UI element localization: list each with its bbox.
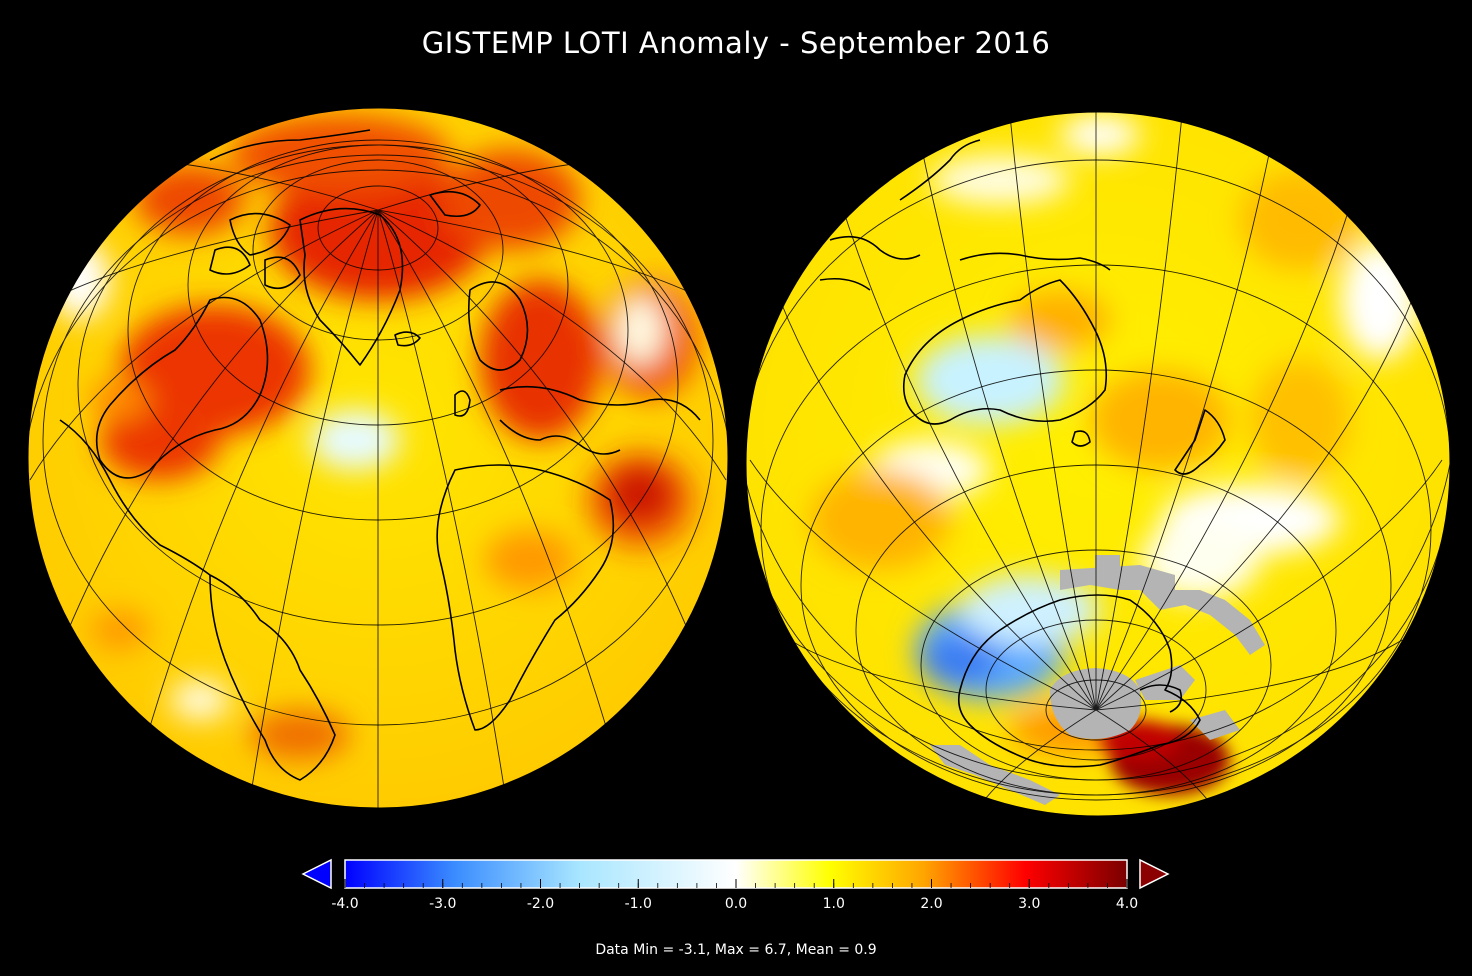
southern-hemisphere-globe (745, 111, 1451, 817)
colorbar-tick-label: -1.0 (625, 896, 652, 912)
page-title: GISTEMP LOTI Anomaly - September 2016 (421, 26, 1051, 60)
colorbar-tick-label: 0.0 (725, 896, 747, 912)
colorbar-tick-label: 1.0 (823, 896, 845, 912)
colorbar-over-arrow (1139, 858, 1170, 890)
colorbar-ticks: -4.0 -3.0 -2.0 -1.0 0.0 1.0 2.0 3.0 4.0 (331, 879, 1138, 912)
colorbar-tick-label: 4.0 (1116, 896, 1138, 912)
colorbar-under-arrow (301, 858, 332, 890)
colorbar-tick-label: -2.0 (527, 896, 554, 912)
data-summary: Data Min = -3.1, Max = 6.7, Mean = 0.9 (595, 942, 877, 958)
no-data-region (930, 555, 1265, 805)
colorbar-tick-label: -4.0 (331, 896, 358, 912)
colorbar-tick-label: 3.0 (1018, 896, 1040, 912)
colorbar: -4.0 -3.0 -2.0 -1.0 0.0 1.0 2.0 3.0 4.0 (301, 858, 1170, 912)
northern-hemisphere-globe (27, 107, 729, 809)
colorbar-tick-label: -3.0 (429, 896, 456, 912)
colorbar-tick-label: 2.0 (920, 896, 942, 912)
